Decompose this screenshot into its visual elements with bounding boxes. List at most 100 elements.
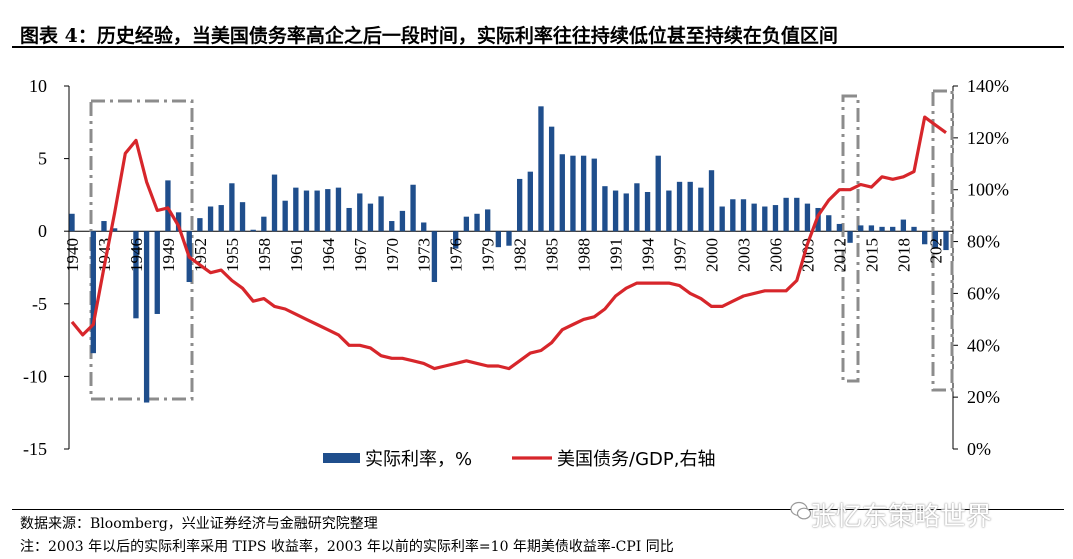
bar-1966 (346, 207, 352, 232)
bar-1979 (485, 209, 491, 232)
x-tick-label: 1988 (575, 238, 594, 272)
legend-bar-label: 实际利率，% (365, 449, 472, 470)
bar-2011 (826, 215, 832, 232)
bar-1944 (111, 228, 118, 232)
bar-1984 (538, 106, 544, 232)
bar-1955 (229, 183, 235, 232)
bar-1998 (687, 181, 693, 232)
right-tick-label: 20% (967, 387, 1000, 407)
x-tick-label: 1973 (415, 238, 434, 272)
x-axis-labels: 1940 1943 1946 1949 1952 1955 1958 1961 1964 1967… (63, 238, 945, 273)
bar-1953 (207, 206, 214, 232)
right-tick-label: 80% (967, 232, 1000, 252)
x-tick-label: 1964 (319, 238, 338, 273)
legend: 实际利率，% 美国债务/GDP,右轴 (323, 449, 715, 470)
bar-1976 (453, 231, 459, 249)
bar-2000 (708, 170, 715, 232)
bar-1948 (154, 231, 160, 314)
bar-2017 (890, 226, 896, 232)
right-tick-label: 140% (967, 76, 1009, 96)
bar-1959 (271, 174, 278, 232)
bar-1956 (239, 202, 246, 232)
x-tick-label: 1979 (479, 238, 498, 272)
bar-2001 (719, 206, 725, 232)
bar-1996 (666, 190, 672, 232)
bar-1958 (261, 216, 267, 232)
bar-1971 (399, 210, 406, 232)
bar-1960 (282, 200, 288, 232)
bar-1970 (389, 221, 395, 232)
bar-1950 (175, 212, 182, 232)
x-tick-label: 1982 (511, 238, 530, 272)
bar-2005 (762, 206, 768, 232)
bar-1967 (357, 193, 363, 232)
bar-2014 (858, 225, 864, 232)
footnote: 注：2003 年以后的实际利率采用 TIPS 收益率，2003 年以前的实际利率… (20, 539, 674, 555)
bar-2012 (836, 223, 843, 232)
x-tick-label: 2012 (830, 238, 849, 272)
right-tick-label: 100% (967, 180, 1009, 200)
bar-1978 (474, 213, 480, 232)
bar-2008 (794, 197, 800, 232)
bar-1946 (133, 231, 139, 319)
bar-series (69, 106, 949, 403)
bar-2015 (868, 225, 875, 232)
x-tick-label: 1955 (223, 238, 242, 272)
bar-1981 (506, 231, 512, 246)
left-tick-label: 0 (38, 221, 47, 241)
bar-2006 (772, 205, 779, 232)
bar-2003 (740, 199, 747, 232)
bar-1995 (655, 155, 661, 232)
bar-2020 (922, 231, 928, 245)
bar-1961 (293, 187, 299, 232)
bar-1983 (527, 171, 533, 232)
x-tick-label: 1961 (287, 238, 306, 272)
right-tick-label: 0% (967, 439, 991, 459)
legend-line-label: 美国债务/GDP,右轴 (557, 449, 715, 470)
left-tick-label: 10 (29, 76, 47, 96)
highlight-box (841, 94, 860, 383)
watermark: 张忆东策略世界 (810, 502, 993, 532)
left-tick-label: 5 (38, 149, 47, 169)
right-axis: 140% 120% 100% 80% 60% 40% 20% 0% (952, 76, 1009, 459)
x-tick-label: 1967 (351, 238, 370, 273)
right-tick-label: 120% (967, 128, 1009, 148)
bar-1986 (559, 154, 565, 232)
bar-1963 (314, 190, 320, 232)
bar-1990 (602, 186, 608, 232)
x-tick-label: 2006 (766, 238, 785, 272)
bar-1991 (612, 190, 619, 232)
x-tick-label: 1997 (671, 238, 690, 273)
bar-1968 (367, 203, 374, 232)
x-tick-label: 1970 (383, 238, 402, 272)
x-tick-label: 1940 (63, 238, 82, 272)
source-note: 数据来源：Bloomberg，兴业证券经济与金融研究院整理 (20, 516, 378, 532)
bar-1940 (69, 213, 75, 232)
bar-1988 (580, 155, 587, 232)
x-tick-label: 1958 (255, 238, 274, 272)
bar-1965 (335, 187, 342, 232)
x-tick-label: 1946 (127, 238, 146, 272)
bar-1977 (463, 216, 470, 232)
bar-1969 (378, 196, 384, 232)
debt-gdp-line (70, 115, 947, 371)
x-tick-label: 1985 (543, 238, 562, 272)
bar-2021 (932, 231, 939, 249)
x-tick-label: 1976 (447, 238, 466, 272)
bar-1992 (623, 193, 629, 232)
bar-1964 (325, 189, 331, 232)
bar-1982 (516, 178, 523, 232)
figure-title: 图表 4：历史经验，当美国债务率高企之后一段时间，实际利率往往持续低位甚至持续在… (20, 25, 838, 47)
legend-bar-swatch (323, 453, 360, 463)
bar-1947 (143, 231, 150, 403)
bar-1973 (421, 222, 427, 232)
bar-1972 (410, 184, 416, 232)
left-tick-label: -10 (23, 366, 47, 386)
left-axis: 10 5 0 -5 -10 -15 (23, 76, 953, 459)
x-tick-label: 2000 (703, 238, 722, 272)
bar-2009 (804, 203, 811, 232)
bar-2016 (879, 226, 885, 232)
left-tick-label: -15 (23, 439, 47, 459)
bar-1985 (548, 126, 555, 232)
bar-1949 (165, 180, 171, 232)
